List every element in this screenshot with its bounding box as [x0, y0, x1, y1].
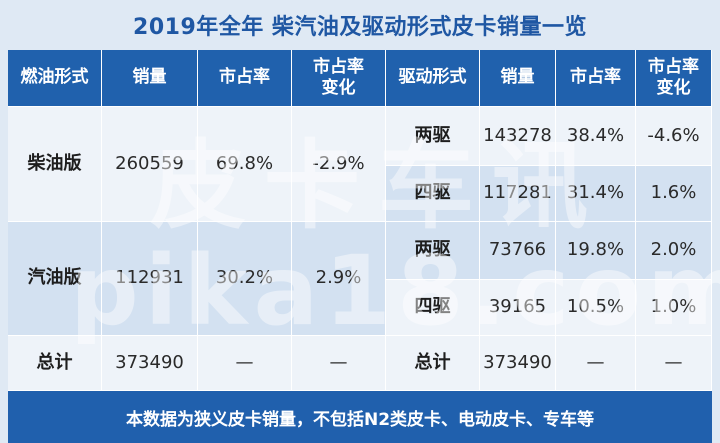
header-fuel-type: 燃油形式 [8, 50, 102, 107]
drive-change-cell: -4.6% [636, 107, 712, 166]
fuel-change-cell: 2.9% [292, 222, 386, 336]
fuel-sales-cell: 260559 [102, 107, 198, 222]
header-sales-2: 销量 [480, 50, 556, 107]
header-share-2: 市占率 [556, 50, 636, 107]
fuel-change-cell: -2.9% [292, 107, 386, 222]
fuel-type-cell: 汽油版 [8, 222, 102, 336]
drive-type-cell: 两驱 [386, 222, 480, 280]
drive-change-cell: 2.0% [636, 222, 712, 280]
drive-type-cell: 四驱 [386, 280, 480, 336]
drive-change-cell: 1.6% [636, 166, 712, 222]
total-change-2: — [636, 336, 712, 391]
total-share-2: — [556, 336, 636, 391]
drive-type-cell: 四驱 [386, 166, 480, 222]
header-drive-type: 驱动形式 [386, 50, 480, 107]
drive-type-cell: 两驱 [386, 107, 480, 166]
drive-share-cell: 38.4% [556, 107, 636, 166]
fuel-type-cell: 柴油版 [8, 107, 102, 222]
drive-sales-cell: 39165 [480, 280, 556, 336]
drive-share-cell: 19.8% [556, 222, 636, 280]
drive-share-cell: 31.4% [556, 166, 636, 222]
total-sales-2: 373490 [480, 336, 556, 391]
total-label-2: 总计 [386, 336, 480, 391]
total-share: — [198, 336, 292, 391]
header-share-change-2: 市占率 变化 [636, 50, 712, 107]
header-sales: 销量 [102, 50, 198, 107]
drive-sales-cell: 73766 [480, 222, 556, 280]
fuel-sales-cell: 112931 [102, 222, 198, 336]
drive-sales-cell: 143278 [480, 107, 556, 166]
fuel-share-cell: 30.2% [198, 222, 292, 336]
sales-table: 燃油形式 销量 市占率 市占率 变化 驱动形式 销量 市占率 市占率 变化 柴油… [8, 50, 712, 391]
drive-sales-cell: 117281 [480, 166, 556, 222]
header-share-change: 市占率 变化 [292, 50, 386, 107]
drive-change-cell: 1.0% [636, 280, 712, 336]
footnote-banner: 本数据为狭义皮卡销量，不包括N2类皮卡、电动皮卡、专车等 [8, 391, 712, 443]
page-title: 2019年全年 柴汽油及驱动形式皮卡销量一览 [133, 15, 587, 40]
total-sales: 373490 [102, 336, 198, 391]
drive-share-cell: 10.5% [556, 280, 636, 336]
fuel-share-cell: 69.8% [198, 107, 292, 222]
total-label: 总计 [8, 336, 102, 391]
header-share: 市占率 [198, 50, 292, 107]
total-change: — [292, 336, 386, 391]
